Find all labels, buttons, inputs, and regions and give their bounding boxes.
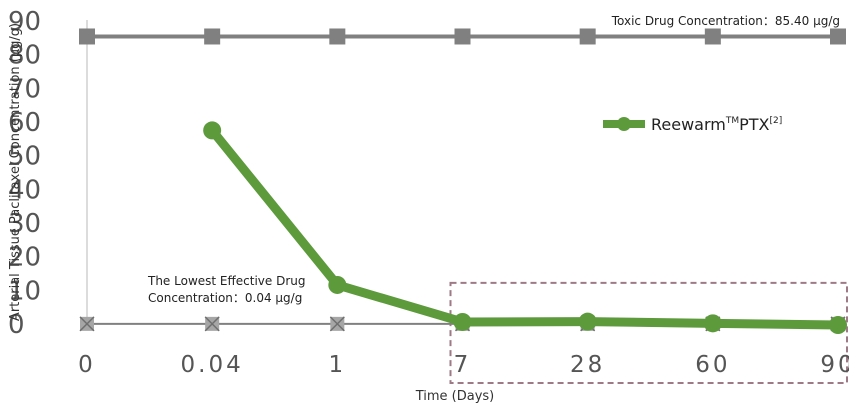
lowest-marker-cross bbox=[79, 316, 95, 332]
x-tick-label: 60 bbox=[695, 352, 730, 378]
lowest-marker-cross bbox=[329, 316, 345, 332]
y-tick-label: 60 bbox=[8, 108, 41, 138]
toxic-marker bbox=[454, 28, 471, 45]
x-axis-title: Time (Days) bbox=[415, 389, 495, 404]
y-tick-label: 10 bbox=[8, 276, 41, 306]
toxic-marker bbox=[329, 28, 346, 45]
x-tick-label: 90 bbox=[820, 352, 849, 378]
legend-label-tm: TM bbox=[725, 116, 739, 126]
lowest-effective-annotation-line2: Concentration：0.04 μg/g bbox=[148, 291, 302, 305]
y-tick-label: 0 bbox=[8, 310, 25, 340]
legend-label: ReewarmTMPTX[2] bbox=[651, 115, 782, 134]
legend-label-ref: [2] bbox=[770, 116, 783, 126]
y-tick-label: 40 bbox=[8, 175, 41, 205]
y-tick-label: 50 bbox=[8, 142, 41, 172]
legend-swatch-marker bbox=[617, 117, 631, 131]
legend-label-base: Reewarm bbox=[651, 115, 726, 134]
lowest-effective-annotation-line1: The Lowest Effective Drug bbox=[147, 274, 305, 288]
x-tick-label: 28 bbox=[570, 352, 605, 378]
lowest-marker-cross bbox=[204, 316, 220, 332]
toxic-marker bbox=[704, 28, 721, 45]
y-axis-title: Arterial Tissue Paclitaxel Concentration… bbox=[8, 23, 23, 321]
reewarm-point bbox=[703, 314, 722, 333]
y-tick-label: 30 bbox=[8, 209, 41, 239]
x-tick-labels: 0 0.04 1 7 28 60 90 bbox=[78, 352, 849, 378]
x-tick-label: 0.04 bbox=[181, 352, 244, 378]
y-tick-label: 20 bbox=[8, 243, 41, 273]
x-tick-label: 1 bbox=[329, 352, 347, 378]
reewarm-point bbox=[203, 121, 222, 140]
reewarm-point bbox=[328, 275, 347, 294]
reewarm-point bbox=[829, 316, 847, 335]
reewarm-point bbox=[453, 312, 472, 331]
legend-label-rest: PTX bbox=[739, 115, 769, 134]
toxic-marker bbox=[579, 28, 596, 45]
main-series bbox=[203, 121, 847, 335]
x-tick-label: 7 bbox=[454, 352, 472, 378]
x-tick-label: 0 bbox=[78, 352, 96, 378]
toxic-annotation: Toxic Drug Concentration：85.40 μg/g bbox=[611, 14, 840, 28]
highlight-box bbox=[449, 281, 848, 384]
y-tick-label: 90 bbox=[8, 7, 41, 37]
toxic-marker bbox=[79, 28, 95, 45]
legend: ReewarmTMPTX[2] bbox=[603, 115, 782, 134]
toxic-marker bbox=[830, 28, 846, 45]
reewarm-point bbox=[578, 312, 597, 331]
toxic-marker bbox=[204, 28, 221, 45]
y-tick-label: 70 bbox=[8, 74, 41, 104]
y-tick-label: 80 bbox=[8, 41, 41, 71]
reewarm-series-line bbox=[207, 125, 843, 330]
